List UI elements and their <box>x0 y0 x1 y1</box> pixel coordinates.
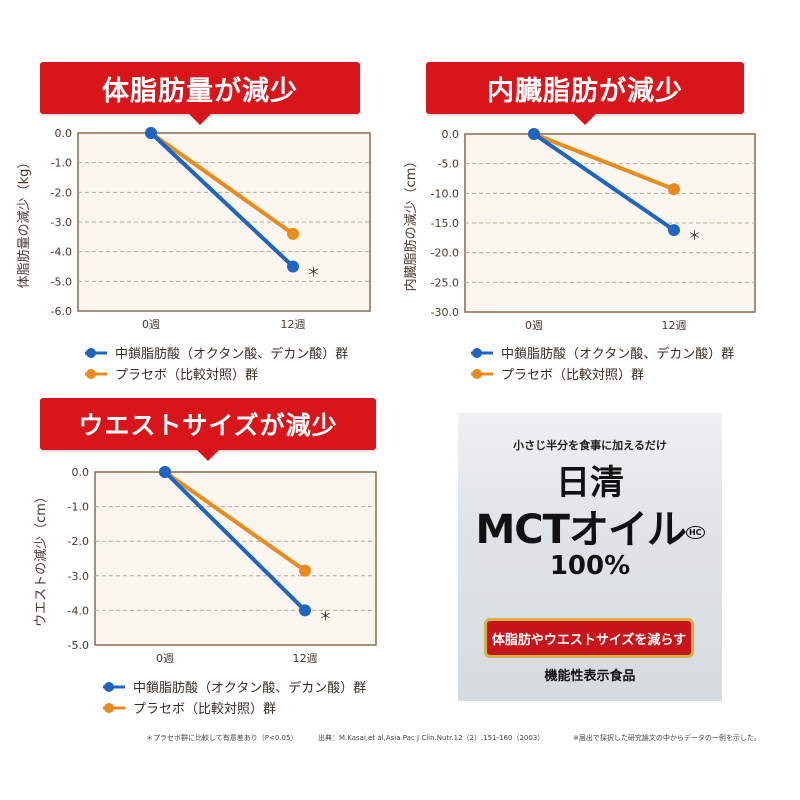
y-tick-label: -1.0 <box>51 157 72 170</box>
x-tick-label: 0週 <box>142 318 160 331</box>
legend-marker-orange <box>471 368 493 379</box>
series-line <box>532 132 676 233</box>
legend-label: プラセボ（比較対照）群 <box>133 702 277 717</box>
legend-item-mct: 中鎖脂肪酸（オクタン酸、デカン酸）群 <box>83 342 348 363</box>
y-tick-label: -5.0 <box>51 275 72 288</box>
series-line <box>532 132 676 192</box>
y-tick-label: -3.0 <box>51 216 72 229</box>
y-tick-label: 0.0 <box>442 128 460 141</box>
legend-waist: 中鎖脂肪酸（オクタン酸、デカン酸）群 プラセボ（比較対照）群 <box>101 676 366 718</box>
product-claim-badge: 体脂肪やウエストサイズを減らす <box>484 618 694 658</box>
significance-mark: ＊ <box>319 609 332 624</box>
legend-marker-blue <box>471 347 493 358</box>
product-category: 機能性表示食品 <box>544 669 636 684</box>
y-tick-label: -30.0 <box>431 306 459 319</box>
legend-item-mct: 中鎖脂肪酸（オクタン酸、デカン酸）群 <box>101 676 366 697</box>
legend-item-mct: 中鎖脂肪酸（オクタン酸、デカン酸）群 <box>469 342 734 363</box>
y-tick-label: -5.0 <box>438 158 459 171</box>
series-line <box>149 131 295 236</box>
legend-label: 中鎖脂肪酸（オクタン酸、デカン酸）群 <box>133 681 367 696</box>
chart-title-visceral-fat: 内臓脂肪が減少 <box>426 62 744 125</box>
y-tick-label: -15.0 <box>431 217 459 230</box>
legend-marker-orange <box>103 702 125 713</box>
data-point <box>159 466 171 478</box>
y-tick-label: -1.0 <box>68 501 89 514</box>
product-name: MCTオイル HC <box>458 497 722 555</box>
footnote-significance: ＊プラセボ群に比較して有意差あり（P<0.05） <box>146 734 298 742</box>
x-tick-label: 12週 <box>662 319 687 332</box>
product-tagline: 小さじ半分を食事に加えるだけ <box>513 439 667 452</box>
y-tick-label: -6.0 <box>51 305 72 318</box>
product-mark: HC <box>685 525 705 539</box>
footnote-source: 出典：M.Kasai,et al,Asia Pac J Clin.Nutr.12… <box>318 734 545 742</box>
waist-chart: 0.0 -1.0 -2.0 -3.0 -4.0 -5.0 0週 12週 ウエストの減少（cm） ＊ <box>33 466 377 665</box>
product-image: 小さじ半分を食事に加えるだけ 日清 MCTオイル HC 100% 体脂肪やウエスト… <box>458 413 722 701</box>
product-brand: 日清 <box>556 463 624 503</box>
footnote-data: ※届出で採択した研究論文の中からデータの一例を示した。 <box>573 734 761 742</box>
y-axis-label: 内臓脂肪の減少（cm） <box>403 155 419 292</box>
significance-mark: ＊ <box>688 229 701 244</box>
legend-item-placebo: プラセボ（比較対照）群 <box>101 697 366 718</box>
y-tick-label: -10.0 <box>431 187 459 200</box>
data-point <box>299 564 311 577</box>
y-tick-label: -20.0 <box>431 247 459 260</box>
y-tick-label: -25.0 <box>431 276 459 289</box>
data-point <box>145 127 157 139</box>
y-axis-label: ウエストの減少（cm） <box>33 490 49 627</box>
legend-label: プラセボ（比較対照）群 <box>501 368 645 383</box>
legend-visceral-fat: 中鎖脂肪酸（オクタン酸、デカン酸）群 プラセボ（比較対照）群 <box>469 342 734 384</box>
legend-marker-blue <box>85 347 107 358</box>
plot-area <box>77 132 371 312</box>
legend-item-placebo: プラセボ（比較対照）群 <box>469 363 734 384</box>
data-point <box>528 128 540 140</box>
y-tick-label: -2.0 <box>51 186 72 199</box>
y-tick-label: 0.0 <box>55 127 73 140</box>
legend-label: 中鎖脂肪酸（オクタン酸、デカン酸）群 <box>501 347 735 362</box>
x-tick-label: 0週 <box>525 319 543 332</box>
y-tick-label: -4.0 <box>51 246 72 259</box>
significance-mark: ＊ <box>307 266 320 281</box>
chart-title-body-fat: 体脂肪量が減少 <box>40 62 360 125</box>
data-point <box>287 227 299 240</box>
data-point <box>299 604 311 617</box>
legend-label: 中鎖脂肪酸（オクタン酸、デカン酸）群 <box>115 347 349 362</box>
plot-area <box>94 471 377 646</box>
y-tick-label: 0.0 <box>72 466 90 479</box>
product-percent: 100% <box>549 551 631 581</box>
y-tick-label: -3.0 <box>68 570 89 583</box>
y-tick-label: -2.0 <box>68 535 89 548</box>
legend-label: プラセボ（比較対照）群 <box>115 368 259 383</box>
x-tick-label: 0週 <box>156 652 174 665</box>
y-axis-label: 体脂肪量の減少（kg） <box>16 156 32 289</box>
series-line <box>163 470 307 613</box>
y-tick-label: -4.0 <box>68 604 89 617</box>
data-point <box>668 224 680 237</box>
legend-marker-blue <box>103 681 125 692</box>
body-fat-chart: 0.0 -1.0 -2.0 -3.0 -4.0 -5.0 -6.0 0週 12週 体脂肪量の減少（… <box>16 127 371 331</box>
data-point <box>287 260 299 273</box>
data-point <box>668 183 680 196</box>
x-tick-label: 12週 <box>281 318 306 331</box>
y-tick-label: -5.0 <box>68 639 89 652</box>
legend-marker-orange <box>85 368 107 379</box>
series-line <box>149 131 295 269</box>
series-line <box>163 470 307 573</box>
product-name-text: MCTオイル <box>475 507 686 553</box>
chart-title-waist: ウエストサイズが減少 <box>40 398 376 461</box>
visceral-fat-chart: 0.0 -5.0 -10.0 -15.0 -20.0 -25.0 -30.0 0週 12週 内臓脂… <box>403 128 756 332</box>
legend-body-fat: 中鎖脂肪酸（オクタン酸、デカン酸）群 プラセボ（比較対照）群 <box>83 342 348 384</box>
x-tick-label: 12週 <box>293 652 318 665</box>
legend-item-placebo: プラセボ（比較対照）群 <box>83 363 348 384</box>
